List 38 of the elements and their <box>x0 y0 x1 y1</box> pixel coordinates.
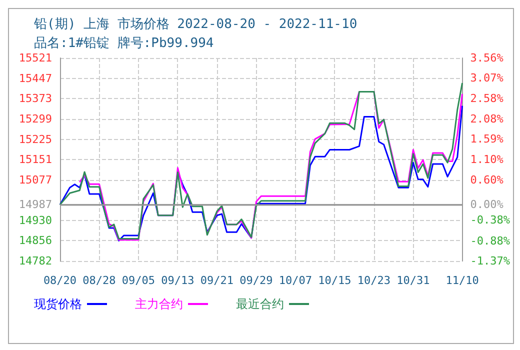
y2-tick-label: 0.60% <box>470 173 504 186</box>
y-tick-label: 15447 <box>18 72 52 85</box>
y2-tick-label: 3.56% <box>470 52 504 64</box>
y2-tick-label: 2.58% <box>470 92 504 105</box>
y-tick-label: 15299 <box>18 112 52 126</box>
y-tick-label: 14930 <box>18 214 52 227</box>
y-tick-label: 14782 <box>18 254 52 268</box>
legend-label: 最近合约 <box>236 297 284 311</box>
x-tick-label: 10/15 <box>318 274 352 287</box>
y-tick-label: 14987 <box>18 198 52 212</box>
legend-label: 现货价格 <box>34 297 82 311</box>
x-tick-label: 10/23 <box>357 274 391 287</box>
x-tick-label: 08/20 <box>43 274 77 287</box>
y-tick-label: 15225 <box>18 132 52 146</box>
y-tick-label: 15373 <box>18 92 52 106</box>
y-tick-label: 14856 <box>18 234 52 248</box>
y2-tick-label: 1.10% <box>470 152 504 166</box>
x-tick-label: 09/05 <box>122 274 156 287</box>
x-tick-label: 11/10 <box>446 274 479 287</box>
y2-tick-label: 3.07% <box>470 72 504 85</box>
x-tick-label: 10/31 <box>396 274 430 287</box>
legend-label: 主力合约 <box>135 297 183 311</box>
y2-tick-label: -0.38% <box>470 214 510 227</box>
y2-tick-label: -1.37% <box>470 254 510 268</box>
y-tick-label: 15077 <box>18 173 52 186</box>
y2-tick-label: 0.00% <box>470 198 504 212</box>
chart-title: 铅(期) 上海 市场价格 2022-08-20 - 2022-11-10 <box>33 17 358 32</box>
x-tick-label: 09/29 <box>240 274 273 287</box>
y-tick-label: 15151 <box>18 153 52 166</box>
x-tick-label: 09/21 <box>200 274 234 287</box>
y2-tick-label: -0.88% <box>470 234 510 248</box>
chart-subtitle: 品名:1#铅锭 牌号:Pb99.994 <box>34 36 214 51</box>
y2-tick-label: 1.59% <box>470 132 504 146</box>
x-tick-label: 09/13 <box>161 274 194 287</box>
y-tick-label: 15521 <box>18 52 52 64</box>
x-tick-label: 10/07 <box>278 274 312 287</box>
x-tick-label: 08/28 <box>82 274 116 287</box>
y2-tick-label: 2.08% <box>470 112 504 126</box>
